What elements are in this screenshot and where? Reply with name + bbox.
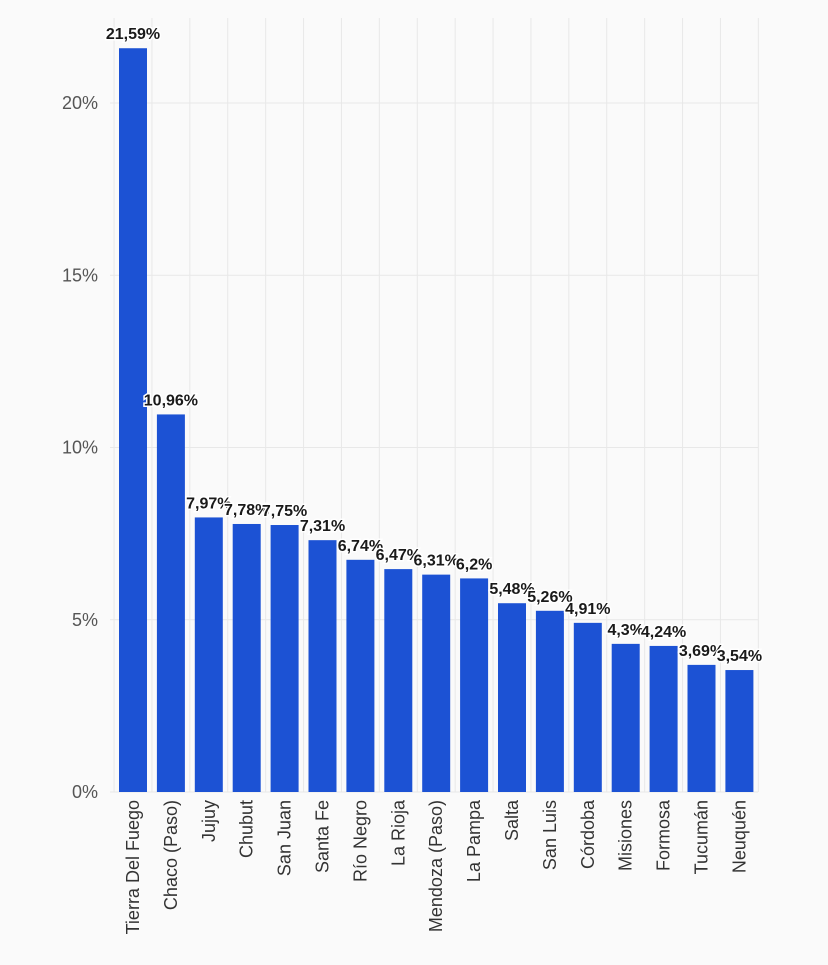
bar (194, 517, 223, 792)
x-tick-label: Misiones (616, 800, 636, 871)
grid-lines (110, 18, 759, 793)
data-label: 7,78% (224, 502, 269, 519)
x-tick-label: Tierra Del Fuego (123, 800, 143, 934)
value-labels: 21,59% 10,96% 7,97%7,78%7,75%7,31% 6,74%6,4… (104, 25, 763, 667)
bar (611, 643, 640, 792)
data-label: 6,74% (338, 538, 383, 555)
x-tick-label: Neuquén (729, 800, 749, 873)
x-tick-label: La Rioja (388, 799, 408, 866)
data-label: 4,91% (565, 601, 610, 618)
bar (422, 574, 451, 792)
bars (119, 48, 754, 793)
data-label: 7,97% (186, 495, 231, 512)
x-tick-label: Tucumán (692, 800, 712, 874)
data-label: 6,31% (414, 553, 459, 570)
bar (346, 559, 375, 792)
bar (156, 414, 185, 792)
bar (384, 569, 413, 792)
x-tick-label: Córdoba (578, 799, 598, 869)
x-tick-label: Chaco (Paso) (161, 800, 181, 910)
y-tick-label: 20% (62, 93, 98, 113)
y-tick-label: 0% (72, 782, 98, 802)
bar (232, 523, 261, 792)
x-tick-label: Mendoza (Paso) (426, 800, 446, 932)
bar (460, 578, 489, 792)
bar (725, 670, 754, 792)
data-label: 5,48% (489, 581, 534, 598)
data-label: 5,26% (527, 589, 572, 606)
y-tick-label: 10% (62, 438, 98, 458)
x-tick-label: Salta (502, 799, 522, 841)
data-label: 21,59% (106, 26, 160, 43)
y-tick-label: 15% (62, 265, 98, 285)
x-tick-label: Santa Fe (313, 800, 333, 873)
x-axis: Tierra Del Fuego Chaco (Paso) Jujuy Chubut S… (123, 799, 749, 934)
bar (649, 645, 678, 792)
data-label: 7,75% (262, 503, 307, 520)
x-tick-label: San Juan (275, 800, 295, 876)
data-label: 3,69% (679, 643, 724, 660)
bar (687, 664, 716, 792)
data-label: 4,24% (641, 624, 686, 641)
y-tick-label: 5% (72, 610, 98, 630)
x-tick-label: Jujuy (199, 800, 219, 842)
bar (119, 48, 147, 793)
x-tick-label: Formosa (654, 799, 674, 871)
data-label: 7,31% (300, 518, 345, 535)
data-label: 6,2% (456, 556, 492, 573)
x-tick-label: Río Negro (350, 800, 370, 882)
bar (308, 540, 337, 792)
data-label: 10,96% (144, 392, 198, 409)
data-label: 4,3% (607, 622, 643, 639)
x-tick-label: La Pampa (464, 799, 484, 882)
bar (573, 622, 602, 792)
x-tick-label: San Luis (540, 800, 560, 870)
y-axis: 0% 5% 10% 15% 20% (62, 93, 98, 802)
bar (535, 610, 564, 792)
data-label: 6,47% (376, 547, 421, 564)
x-tick-label: Chubut (237, 800, 257, 858)
bar (270, 525, 299, 792)
data-label: 3,54% (717, 648, 762, 665)
bar (498, 603, 526, 792)
